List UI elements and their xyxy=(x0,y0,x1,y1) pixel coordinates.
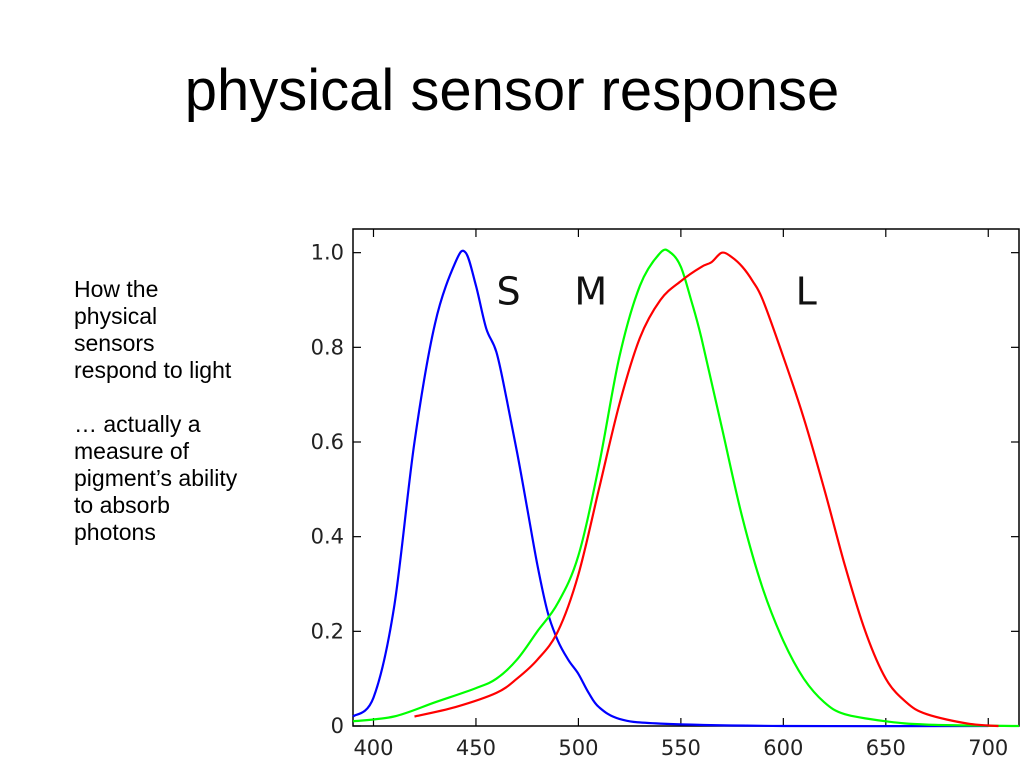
curve-label: M xyxy=(574,270,607,314)
x-tick-label: 550 xyxy=(661,736,701,760)
y-tick-label: 0.8 xyxy=(311,335,344,359)
curve-label: S xyxy=(496,270,520,314)
x-tick-label: 650 xyxy=(866,736,906,760)
x-tick-label: 500 xyxy=(558,736,598,760)
side-paragraph: How the physical sensors respond to ligh… xyxy=(74,276,232,383)
side-text: How the physical sensors respond to ligh… xyxy=(74,276,244,573)
series-line-L xyxy=(414,251,999,728)
y-tick-label: 0 xyxy=(331,714,344,738)
slide-title: physical sensor response xyxy=(184,58,840,123)
plot-frame xyxy=(352,228,1020,727)
y-tick-label: 0.4 xyxy=(311,525,344,549)
x-tick-label: 700 xyxy=(968,736,1008,760)
series-line-M xyxy=(352,248,1020,728)
y-tick-label: 0.2 xyxy=(311,619,344,643)
x-tick-label: 450 xyxy=(456,736,496,760)
x-tick-label: 600 xyxy=(763,736,803,760)
curve-label: L xyxy=(796,270,817,314)
x-tick-label: 400 xyxy=(353,736,393,760)
y-tick-label: 1.0 xyxy=(311,241,344,265)
y-tick-label: 0.6 xyxy=(311,430,344,454)
series-line-S xyxy=(352,249,989,728)
side-paragraph: … actually a measure of pigment’s abilit… xyxy=(74,411,238,545)
sensor-response-chart: 400 450 500 550 600 650 700 0 0.2 0.4 0.6 0.8 1.0 S M L xyxy=(311,228,1020,760)
